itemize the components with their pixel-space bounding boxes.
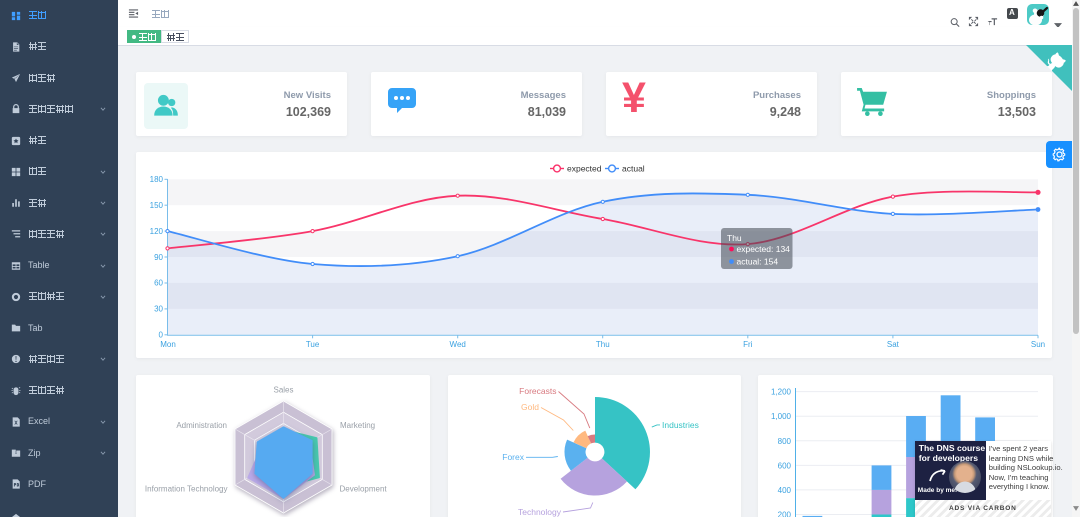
svg-text:200: 200 [778, 511, 792, 517]
svg-text:400: 400 [778, 486, 792, 495]
svg-text:expected: expected [567, 164, 602, 174]
svg-text:60: 60 [154, 279, 163, 288]
svg-text:Fri: Fri [743, 340, 753, 349]
svg-text:Marketing: Marketing [340, 421, 375, 430]
svg-text:600: 600 [778, 461, 792, 470]
svg-text:actual: 154: actual: 154 [737, 257, 779, 267]
svg-text:120: 120 [150, 227, 164, 236]
svg-text:expected: 134: expected: 134 [737, 244, 791, 254]
svg-text:Wed: Wed [450, 340, 466, 349]
svg-text:Forecasts: Forecasts [519, 386, 556, 396]
svg-text:Sat: Sat [887, 340, 900, 349]
svg-text:90: 90 [154, 253, 163, 262]
svg-text:800: 800 [778, 437, 792, 446]
svg-text:180: 180 [150, 175, 164, 184]
svg-text:Sales: Sales [273, 386, 293, 395]
svg-text:actual: actual [622, 164, 645, 174]
svg-text:Forex: Forex [502, 452, 524, 462]
svg-text:Thu: Thu [596, 340, 610, 349]
svg-text:1,000: 1,000 [771, 412, 792, 421]
svg-text:Development: Development [340, 485, 388, 494]
svg-text:Technology: Technology [518, 507, 562, 517]
svg-text:Information Technology: Information Technology [145, 485, 228, 494]
svg-text:1,200: 1,200 [771, 388, 792, 397]
svg-text:Sun: Sun [1031, 340, 1045, 349]
svg-text:Industries: Industries [662, 420, 699, 430]
svg-text:30: 30 [154, 305, 163, 314]
svg-text:Gold: Gold [521, 402, 539, 412]
svg-text:Mon: Mon [160, 340, 176, 349]
svg-text:150: 150 [150, 201, 164, 210]
svg-text:Administration: Administration [176, 421, 227, 430]
svg-text:Tue: Tue [306, 340, 320, 349]
svg-text:0: 0 [159, 331, 164, 340]
svg-text:Thu: Thu [727, 233, 742, 243]
